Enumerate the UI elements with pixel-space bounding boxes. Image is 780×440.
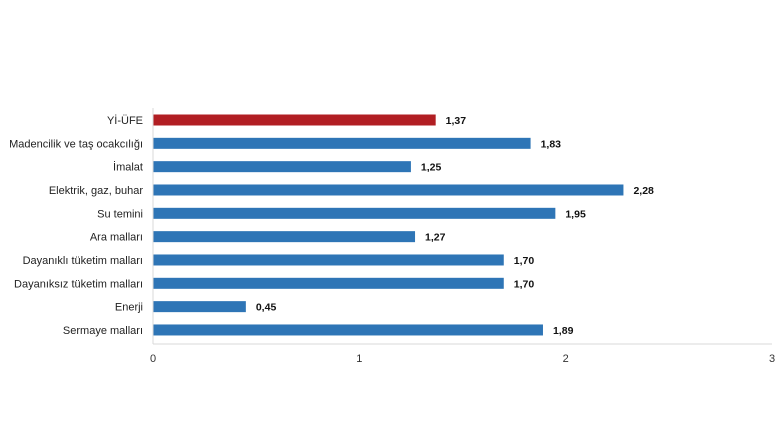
bar: [153, 161, 411, 173]
value-label: 1,83: [541, 138, 562, 150]
value-labels: 1,37 1,83 1,25 2,28 1,95 1,27 1,70 1,70 0,45 1,89: [256, 115, 654, 337]
bar: [153, 324, 543, 336]
bar: [153, 231, 416, 243]
value-label: 1,70: [514, 255, 535, 267]
category-label: Yİ-ÜFE: [107, 114, 143, 127]
category-label: Enerji: [115, 302, 143, 314]
x-tick-label: 0: [150, 353, 156, 365]
value-label: 1,95: [565, 208, 586, 220]
value-label: 0,45: [256, 302, 277, 314]
bar: [153, 301, 246, 313]
category-label: Su temini: [97, 208, 143, 220]
category-label: Dayanıklı tüketim malları: [23, 255, 143, 267]
value-label: 1,37: [446, 115, 467, 127]
value-label: 2,28: [633, 185, 654, 197]
category-labels: Yİ-ÜFE Madencilik ve taş ocakcılığı İmalat…: [9, 114, 143, 337]
bar: [153, 207, 556, 219]
category-label: Sermaye malları: [63, 325, 143, 337]
category-label: Elektrik, gaz, buhar: [49, 185, 143, 197]
bar: [153, 137, 531, 149]
bar: [153, 114, 436, 126]
bar: [153, 184, 624, 196]
x-tick-labels: 0 1 2 3: [150, 353, 775, 365]
bars-group: [153, 114, 624, 336]
value-label: 1,70: [514, 278, 535, 290]
x-tick-label: 1: [356, 353, 362, 365]
category-label: Madencilik ve taş ocakcılığı: [9, 138, 143, 150]
value-label: 1,89: [553, 325, 574, 337]
bar: [153, 254, 504, 266]
value-label: 1,25: [421, 162, 442, 174]
x-tick-label: 3: [769, 353, 775, 365]
bar: [153, 277, 504, 289]
category-label: Dayanıksız tüketim malları: [14, 278, 143, 290]
category-label: İmalat: [113, 161, 143, 174]
x-tick-label: 2: [563, 353, 569, 365]
category-label: Ara malları: [90, 232, 143, 244]
value-label: 1,27: [425, 232, 446, 244]
